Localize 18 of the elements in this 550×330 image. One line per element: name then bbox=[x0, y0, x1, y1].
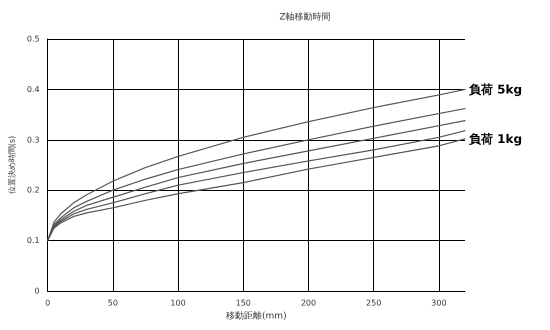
x-tick-label: 300 bbox=[431, 298, 447, 308]
y-tick-label: 0.5 bbox=[26, 34, 40, 44]
x-tick-label: 250 bbox=[366, 298, 382, 308]
x-tick-label: 200 bbox=[300, 298, 316, 308]
y-tick-label: 0.2 bbox=[26, 186, 40, 195]
x-tick-label: 100 bbox=[170, 298, 186, 308]
y-tick-label: 0.1 bbox=[26, 236, 40, 246]
y-axis-title: 位置決め時間(s) bbox=[8, 136, 16, 194]
y-tick-label: 0.4 bbox=[26, 84, 40, 94]
y-tick-label: 0 bbox=[34, 286, 40, 296]
x-tick-label: 150 bbox=[236, 298, 251, 308]
x-tick-label: 50 bbox=[108, 298, 118, 308]
x-axis-title: 移動距離(mm) bbox=[226, 310, 287, 322]
series-label: 負荷 5kg bbox=[469, 82, 522, 96]
y-tick-label: 0.3 bbox=[26, 135, 40, 144]
series-label: 負荷 1kg bbox=[469, 132, 522, 146]
x-tick-label: 0 bbox=[45, 298, 50, 308]
chart-title: Z軸移動時間 bbox=[279, 12, 331, 22]
